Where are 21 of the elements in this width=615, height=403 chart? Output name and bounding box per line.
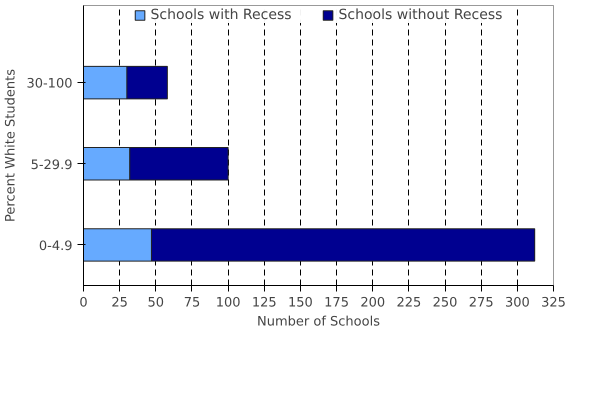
y-tick-label: 30-100: [26, 76, 72, 92]
x-tick-label: 175: [324, 296, 349, 310]
x-tick-label: 150: [288, 296, 313, 310]
x-tick-label: 100: [216, 296, 241, 310]
x-tick-label: 125: [252, 296, 277, 310]
y-tick-label: 5-29.9: [30, 158, 73, 173]
x-tick-label: 75: [184, 296, 200, 310]
legend-label: Schools without Recess: [338, 7, 502, 23]
x-axis-title: Number of Schools: [257, 314, 380, 330]
x-tick-label: 50: [148, 296, 164, 310]
x-tick-label: 0: [79, 296, 88, 310]
x-tick-label: 325: [541, 296, 566, 310]
legend-label: Schools with Recess: [150, 7, 292, 23]
y-axis-title: Percent White Students: [3, 68, 18, 222]
y-tick-label: 0-4.9: [38, 238, 73, 254]
x-tick-label: 275: [468, 296, 494, 310]
x-tick-label: 300: [504, 296, 530, 310]
x-tick-label: 25: [111, 296, 128, 310]
x-tick-label: 200: [360, 296, 386, 310]
x-tick-label: 225: [396, 296, 422, 310]
x-tick-label: 250: [432, 296, 458, 310]
